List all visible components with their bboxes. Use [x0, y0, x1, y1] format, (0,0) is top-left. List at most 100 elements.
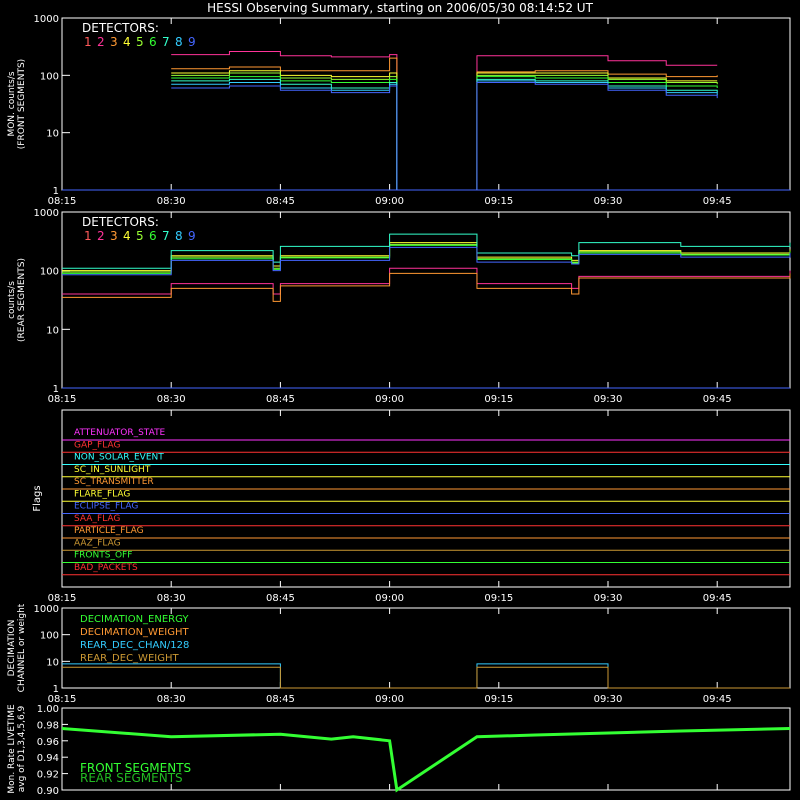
decimation-legend-item: DECIMATION_WEIGHT	[80, 627, 189, 638]
decimation-xtick-label: 08:45	[266, 694, 295, 705]
front-series-4	[171, 70, 718, 191]
rear-series-3	[62, 272, 791, 302]
front-ytick-label: 1000	[34, 14, 59, 25]
flag-label-aaz_flag: AAZ_FLAG	[74, 538, 121, 548]
livetime-frame	[61, 707, 791, 791]
rear-xtick-label: 08:45	[266, 394, 295, 405]
livetime-series-front	[61, 727, 791, 793]
front-frame	[61, 17, 791, 191]
flags-xtick-label: 09:45	[703, 593, 732, 604]
flag-label-attenuator_state: ATTENUATOR_STATE	[74, 428, 166, 438]
flags-xtick-label: 08:30	[157, 593, 186, 604]
rear-ytick-label: 1000	[34, 208, 59, 219]
livetime-legend-item: REAR SEGMENTS	[80, 771, 183, 785]
front-legend-item: 1	[84, 35, 92, 49]
decimation-xtick-label: 08:30	[157, 694, 186, 705]
rear-xtick-label: 09:30	[594, 394, 623, 405]
rear-legend-item: 6	[149, 229, 157, 243]
front-xtick-label: 08:45	[266, 196, 295, 207]
rear-ylabel: counts/s	[7, 281, 17, 319]
front-legend-item: 4	[123, 35, 131, 49]
front-xtick-label: 09:15	[484, 196, 513, 207]
front-series-8	[171, 80, 718, 191]
front-legend-item: 9	[188, 35, 196, 49]
flag-label-gap_flag: GAP_FLAG	[74, 440, 120, 450]
front-legend-item: 6	[149, 35, 157, 49]
rear-legend-item: 1	[84, 229, 92, 243]
rear-ytick-label: 10	[46, 325, 59, 336]
front-series-2	[171, 51, 718, 191]
rear-legend-item: 9	[188, 229, 196, 243]
rear-legend-item: 8	[175, 229, 183, 243]
rear-xtick-label: 08:30	[157, 394, 186, 405]
front-ylabel: MON. counts/s	[7, 71, 17, 136]
rear-series-9	[62, 246, 791, 276]
decimation-ylabel: CHANNEL or weight	[17, 603, 27, 692]
livetime-ytick-label: 1.00	[37, 704, 59, 715]
front-ytick-label: 100	[40, 71, 59, 82]
livetime-ylabel: avg of D1,3,4,5,6,9	[17, 705, 27, 792]
decimation-ytick-label: 100	[40, 631, 59, 642]
livetime-ytick-label: 0.96	[37, 737, 59, 748]
rear-xtick-label: 08:15	[48, 394, 77, 405]
decimation-legend-item: REAR_DEC_CHAN/128	[80, 640, 189, 651]
flag-label-saa_flag: SAA_FLAG	[74, 514, 120, 524]
decimation-ytick-label: 1	[53, 684, 59, 695]
flag-label-particle_flag: PARTICLE_FLAG	[74, 526, 144, 536]
chart-title: HESSI Observing Summary, starting on 200…	[207, 1, 593, 15]
livetime-ytick-label: 0.92	[37, 770, 59, 781]
flag-label-fronts_off: FRONTS_OFF	[74, 551, 132, 561]
rear-legend-item: 7	[162, 229, 170, 243]
livetime-ytick-label: 0.90	[37, 786, 59, 797]
livetime-legend-item: FRONT SEGMENTS	[80, 761, 191, 775]
flag-label-sc_in_sunlight: SC_IN_SUNLIGHT	[74, 465, 151, 475]
front-xtick-label: 08:30	[157, 196, 186, 207]
flags-xtick-label: 09:15	[484, 593, 513, 604]
decimation-xtick-label: 09:45	[703, 694, 732, 705]
decimation-xtick-label: 09:00	[375, 694, 404, 705]
front-ytick-label: 10	[46, 129, 59, 140]
rear-ytick-label: 1	[53, 384, 59, 395]
flags-xtick-label: 09:30	[594, 593, 623, 604]
flag-label-bad_packets: BAD_PACKETS	[74, 563, 138, 573]
front-series-9	[171, 81, 718, 191]
livetime-ytick-label: 0.94	[37, 753, 59, 764]
rear-legend-item: 3	[110, 229, 118, 243]
decimation-xtick-label: 08:15	[48, 694, 77, 705]
front-legend-title: DETECTORS:	[82, 21, 159, 35]
decimation-ylabel: DECIMATION	[7, 620, 17, 677]
rear-xtick-label: 09:45	[703, 394, 732, 405]
flags-xtick-label: 08:45	[266, 593, 295, 604]
front-xtick-label: 09:00	[375, 196, 404, 207]
rear-ytick-label: 100	[40, 267, 59, 278]
flag-label-sc_transmitter: SC_TRANSMITTER	[74, 477, 154, 487]
decimation-ytick-label: 1000	[34, 604, 59, 615]
flags-xtick-label: 08:15	[48, 593, 77, 604]
panels: 08:15 08:30 08:45 09:00 09:15 09:30 09:45 MON. …	[7, 14, 791, 797]
front-legend-item: 3	[110, 35, 118, 49]
front-legend-item: 5	[136, 35, 144, 49]
decimation-xtick-label: 09:15	[484, 694, 513, 705]
rear-legend-item: 2	[97, 229, 105, 243]
front-legend-item: 8	[175, 35, 183, 49]
livetime-ylabel: Mon. Rate LIVETIME	[7, 704, 17, 794]
rear-legend-item: 4	[123, 229, 131, 243]
decimation-xtick-label: 09:30	[594, 694, 623, 705]
flags-frame	[61, 409, 791, 588]
decimation-ytick-label: 10	[46, 657, 59, 668]
front-legend-item: 2	[97, 35, 105, 49]
flags-ylabel: Flags	[32, 485, 43, 511]
rear-legend-item: 5	[136, 229, 144, 243]
front-legend-item: 7	[162, 35, 170, 49]
flag-label-eclipse_flag: ECLIPSE_FLAG	[74, 502, 138, 512]
front-ylabel: (FRONT SEGMENTS)	[17, 59, 27, 149]
flag-label-non_solar_event: NON_SOLAR_EVENT	[74, 453, 164, 463]
rear-xtick-label: 09:15	[484, 394, 513, 405]
front-ytick-label: 1	[53, 186, 59, 197]
front-xtick-label: 09:45	[703, 196, 732, 207]
decimation-legend-item: DECIMATION_ENERGY	[80, 614, 189, 625]
front-series-6	[171, 76, 718, 191]
flags-xtick-label: 09:00	[375, 593, 404, 604]
decimation-series	[62, 666, 790, 689]
